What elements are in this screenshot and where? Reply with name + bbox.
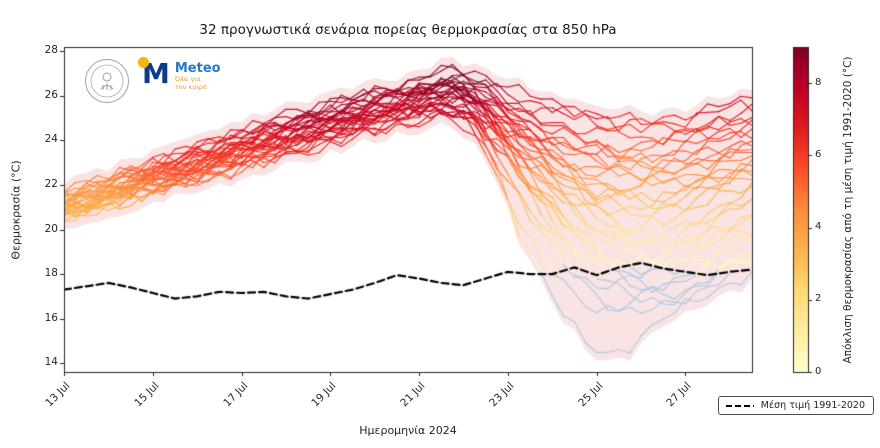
y-tick-label: 18	[44, 267, 58, 280]
y-tick-label: 22	[44, 178, 58, 190]
y-tick-label: 24	[44, 133, 58, 146]
colorbar-label: Απόκλιση θερμοκρασίας από τη μέση τιμή 1…	[842, 56, 854, 364]
y-tick-label: 14	[44, 356, 58, 369]
y-axis-label: Θερμοκρασία (°C)	[9, 160, 23, 260]
dashed-line-icon	[725, 404, 754, 407]
legend-label: Μέση τιμή 1991-2020	[760, 400, 865, 411]
legend: Μέση τιμή 1991-2020	[717, 396, 874, 415]
meteo-tagline-line1: Όλα για	[174, 75, 201, 84]
meteo-tagline-line2: τον καιρό	[174, 83, 207, 92]
meteo-m-icon: M	[138, 57, 170, 88]
colorbar-tick-label: 6	[815, 148, 822, 160]
colorbar-tick-label: 2	[815, 293, 822, 305]
meteo-logo: M Meteo Όλα για τον καιρό	[138, 57, 221, 92]
y-tick-label: 16	[44, 311, 58, 324]
x-axis-label: Ημερομηνία 2024	[359, 424, 457, 437]
colorbar-tick-label: 0	[815, 365, 822, 377]
meteo-logo-text: Meteo Όλα για τον καιρό	[174, 61, 221, 92]
university-seal-logo	[85, 59, 129, 103]
y-tick-label: 28	[44, 44, 58, 57]
y-tick-label: 26	[44, 88, 58, 101]
chart-title: 32 προγνωστικά σενάρια πορείας θερμοκρασ…	[199, 22, 617, 38]
sun-dot-icon	[138, 57, 149, 68]
colorbar-tick-label: 4	[815, 221, 822, 233]
colorbar-tick-label: 8	[815, 76, 822, 88]
meteo-brand-name: Meteo	[174, 61, 221, 76]
y-tick-label: 20	[44, 222, 58, 235]
